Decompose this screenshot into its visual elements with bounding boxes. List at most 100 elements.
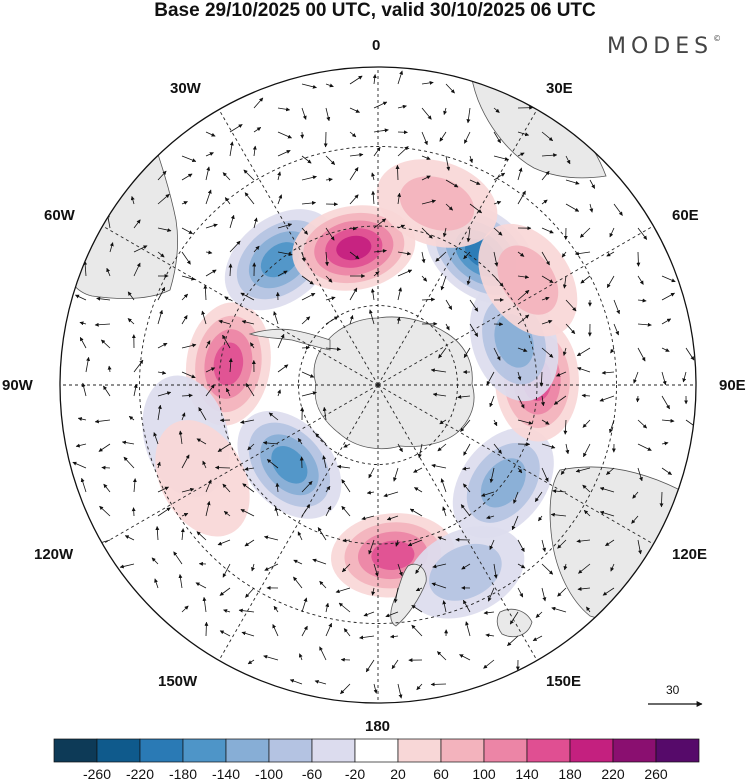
wind-arrow-253	[661, 371, 667, 386]
colorbar-tick-label: 260	[644, 766, 668, 782]
wind-arrow-196	[301, 316, 311, 325]
antarctica-land	[313, 316, 475, 450]
wind-arrow-249	[556, 371, 567, 377]
wind-arrow-357	[325, 485, 331, 493]
wind-arrow-510	[430, 682, 447, 687]
wind-arrow-126	[397, 251, 412, 256]
wind-arrow-462	[238, 608, 255, 613]
wind-arrow-231	[637, 347, 646, 362]
wind-arrow-174	[370, 288, 375, 301]
wind-arrow-97	[253, 217, 258, 229]
wind-arrow-284	[268, 412, 279, 421]
wind-arrow-360	[383, 491, 399, 498]
wind-arrow-472	[483, 610, 495, 615]
wind-arrow-468	[385, 611, 399, 618]
lon-label-150w: 150W	[158, 673, 198, 690]
wind-arrow-326	[181, 454, 190, 469]
wind-arrow-164	[127, 291, 135, 301]
wind-arrow-149	[373, 271, 380, 277]
wind-arrow-166	[181, 293, 188, 301]
wind-arrow-217	[205, 340, 211, 349]
lon-label-60e: 60E	[672, 207, 699, 224]
wind-arrow-106	[466, 227, 471, 243]
wind-arrow-85	[493, 200, 502, 205]
wind-arrow-278	[128, 415, 135, 421]
wind-arrow-66	[517, 167, 523, 181]
wind-arrow-322	[72, 461, 87, 469]
wind-arrow-323	[101, 465, 111, 470]
wind-arrow-447	[335, 587, 351, 594]
wind-arrow-339	[489, 467, 495, 483]
colorbar-bin-4	[225, 738, 270, 763]
wind-arrow-259	[181, 393, 193, 398]
meridian-120	[377, 225, 654, 386]
wind-arrow-118	[205, 250, 213, 255]
wind-arrow-156	[541, 275, 554, 284]
wind-arrow-41	[349, 152, 364, 157]
wind-arrow-491	[532, 635, 543, 642]
wind-arrow-182	[565, 299, 577, 312]
wind-arrow-358	[341, 479, 351, 493]
wind-arrow-264	[301, 391, 317, 397]
wind-arrow-218	[222, 334, 231, 349]
wind-arrow-228	[562, 347, 567, 356]
wind-arrow-51	[157, 170, 167, 181]
wind-arrow-152	[440, 275, 447, 291]
wind-arrow-455	[541, 587, 547, 602]
wind-arrow-192	[201, 310, 207, 325]
wind-arrow-375	[181, 513, 189, 517]
wind-arrow-318	[583, 443, 591, 458]
wind-arrow-361	[414, 487, 423, 493]
wind-arrow-463	[273, 605, 279, 613]
wind-arrow-237	[157, 370, 167, 375]
wind-arrow-345	[637, 467, 643, 482]
wind-arrow-394	[631, 515, 639, 524]
wind-arrow-72	[181, 201, 188, 205]
wind-arrow-368	[582, 484, 591, 493]
wind-arrow-307	[297, 437, 303, 445]
lon-label-180: 180	[365, 718, 391, 735]
wind-arrow-301	[153, 432, 159, 445]
wind-arrow-11	[349, 107, 360, 113]
wind-arrow-123	[324, 251, 329, 267]
wind-arrow-430	[415, 563, 423, 574]
wind-arrow-437	[578, 563, 591, 574]
lon-label-60w: 60W	[44, 207, 75, 224]
wind-arrow-369	[599, 487, 615, 493]
wind-arrow-128	[435, 251, 447, 262]
wind-arrow-276	[77, 417, 87, 421]
wind-arrow-86	[517, 190, 526, 205]
anomaly-neg-55w-level-3	[271, 446, 308, 484]
wind-arrow-303	[196, 438, 207, 445]
wind-arrow-419	[151, 557, 159, 565]
wind-arrow-477	[204, 621, 209, 637]
wind-arrow-366	[534, 491, 543, 503]
wind-arrow-61	[395, 164, 400, 181]
wind-arrow-372	[99, 505, 111, 517]
wind-arrow-256	[103, 385, 111, 397]
wind-arrow-426	[312, 558, 327, 565]
wind-arrow-296	[661, 418, 675, 423]
colorbar-bin-1	[96, 738, 141, 763]
wind-arrow-495	[319, 646, 327, 661]
wind-arrow-347	[80, 477, 87, 493]
wind-arrow-103	[397, 224, 406, 229]
copyright-mark: ©	[713, 34, 722, 43]
wind-arrow-101	[349, 226, 357, 231]
wind-arrow-298	[75, 443, 87, 448]
wind-arrow-263	[277, 389, 281, 397]
wind-arrow-379	[274, 506, 279, 517]
meridian-330	[218, 384, 379, 661]
wind-arrow-197	[325, 316, 339, 325]
map-title: Base 29/10/2025 00 UTC, valid 30/10/2025…	[154, 0, 596, 21]
wind-arrow-265	[432, 392, 447, 397]
wind-arrow-104	[421, 227, 433, 239]
wind-arrow-176	[421, 297, 436, 302]
wind-arrow-127	[421, 251, 426, 264]
wind-arrow-335	[393, 467, 399, 482]
wind-arrow-206	[541, 319, 553, 325]
wind-arrow-184	[613, 299, 620, 315]
lon-label-150e: 150E	[546, 673, 582, 690]
wind-arrow-20	[229, 124, 243, 133]
wind-arrow-37	[252, 145, 257, 157]
